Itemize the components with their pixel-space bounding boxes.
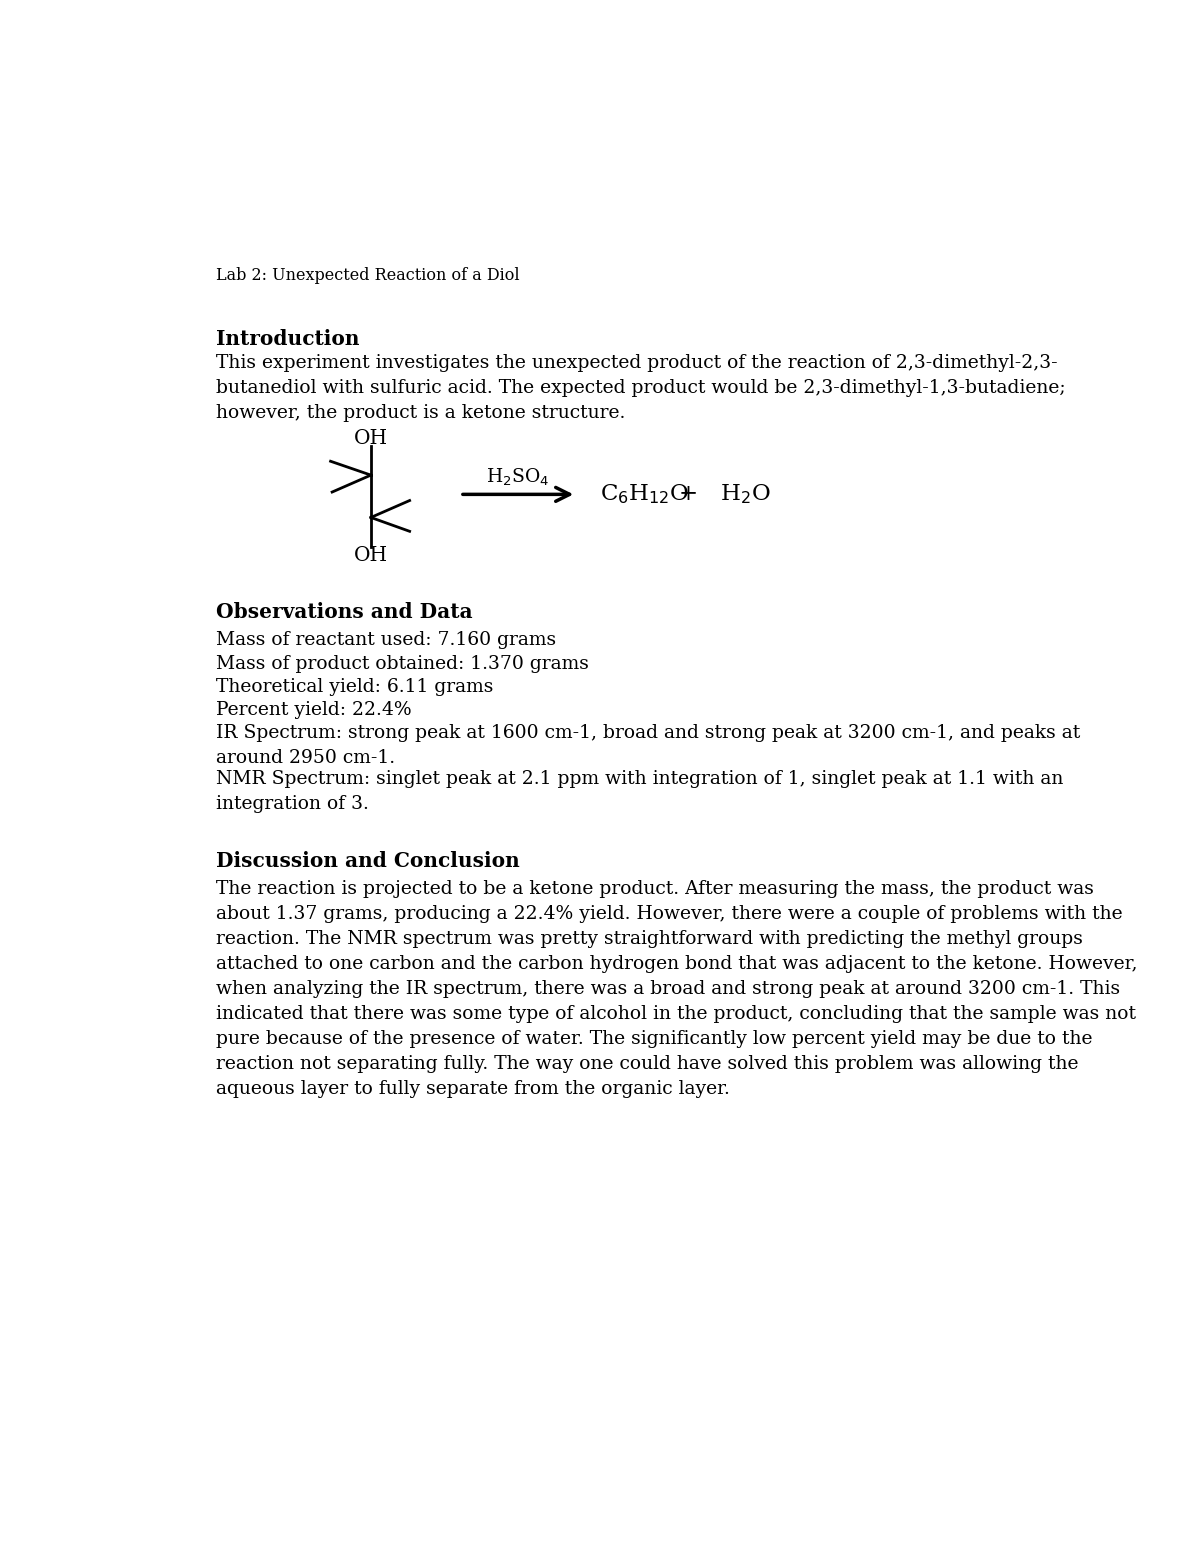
Text: OH: OH [354,547,388,565]
Text: This experiment investigates the unexpected product of the reaction of 2,3-dimet: This experiment investigates the unexpec… [216,354,1066,422]
Text: H$_2$O: H$_2$O [720,483,770,506]
Text: Introduction: Introduction [216,329,359,349]
Text: The reaction is projected to be a ketone product. After measuring the mass, the : The reaction is projected to be a ketone… [216,881,1138,1098]
Text: Observations and Data: Observations and Data [216,603,473,623]
Text: IR Spectrum: strong peak at 1600 cm-1, broad and strong peak at 3200 cm-1, and p: IR Spectrum: strong peak at 1600 cm-1, b… [216,724,1080,767]
Text: +: + [679,483,698,505]
Text: Mass of reactant used: 7.160 grams: Mass of reactant used: 7.160 grams [216,632,556,649]
Text: Percent yield: 22.4%: Percent yield: 22.4% [216,700,412,719]
Text: NMR Spectrum: singlet peak at 2.1 ppm with integration of 1, singlet peak at 1.1: NMR Spectrum: singlet peak at 2.1 ppm wi… [216,770,1063,814]
Text: Mass of product obtained: 1.370 grams: Mass of product obtained: 1.370 grams [216,654,589,672]
Text: Discussion and Conclusion: Discussion and Conclusion [216,851,520,871]
Text: H$_2$SO$_4$: H$_2$SO$_4$ [486,467,550,488]
Text: C$_6$H$_{12}$O: C$_6$H$_{12}$O [600,483,689,506]
Text: Lab 2: Unexpected Reaction of a Diol: Lab 2: Unexpected Reaction of a Diol [216,267,520,284]
Text: Theoretical yield: 6.11 grams: Theoretical yield: 6.11 grams [216,677,493,696]
Text: OH: OH [354,429,388,447]
